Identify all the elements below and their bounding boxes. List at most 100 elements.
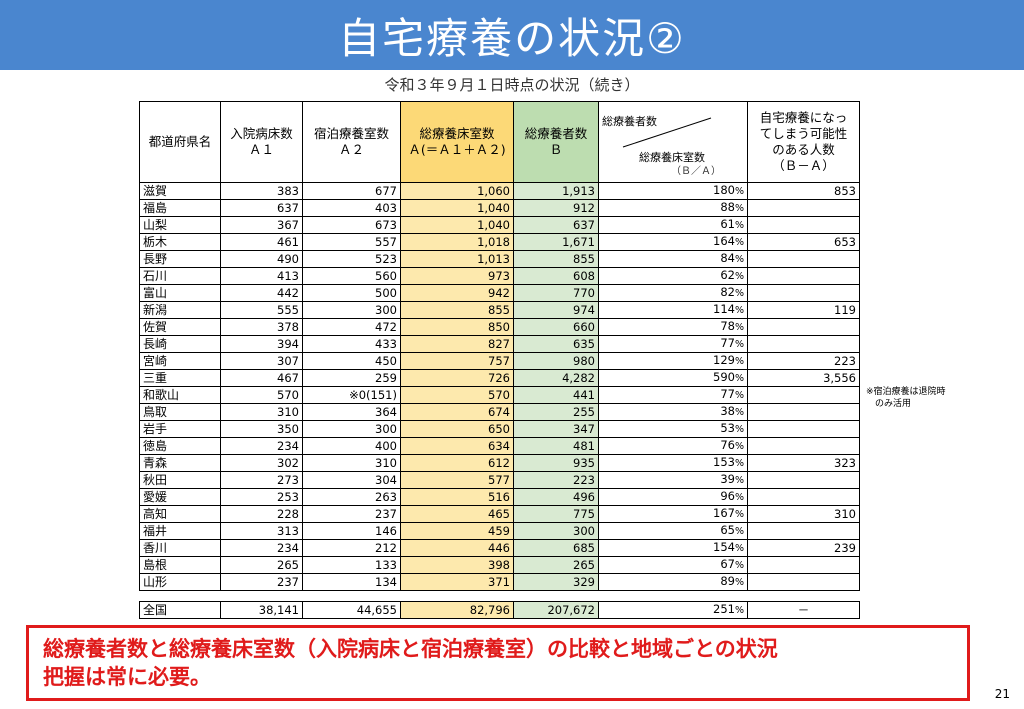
cell-prefecture: 富山 [139, 284, 221, 302]
cell-ratio: 164% [598, 233, 748, 251]
cell-b-value: 1,671 [562, 234, 595, 249]
cell-prefecture: 徳島 [139, 437, 221, 455]
cell-prefecture-value: 長崎 [143, 336, 168, 351]
cell-b: 496 [513, 488, 599, 506]
percent-sign: % [734, 543, 744, 554]
percent-sign: % [734, 458, 744, 469]
cell-a1: 378 [220, 318, 303, 336]
cell-b: 207,672 [513, 601, 599, 619]
cell-prefecture: 新潟 [139, 301, 221, 319]
cell-a2: 673 [302, 216, 401, 234]
cell-a2-value: 237 [375, 506, 397, 521]
cell-a1: 383 [220, 182, 303, 200]
cell-a: 398 [400, 556, 514, 574]
cell-a2-value: 403 [375, 200, 397, 215]
cell-b: 1,913 [513, 182, 599, 200]
cell-a2-value: 146 [375, 523, 397, 538]
header-ratio-numerator: 総療養者数 [602, 115, 657, 128]
cell-home-care [747, 471, 860, 489]
cell-a1-value: 490 [277, 251, 299, 266]
percent-sign: % [734, 288, 744, 299]
cell-b-value: 855 [573, 251, 595, 266]
cell-a2: 400 [302, 437, 401, 455]
header-a: 総療養床室数 Ａ(＝Ａ１＋Ａ２) [400, 101, 514, 183]
cell-home-care [747, 199, 860, 217]
cell-ratio: 251% [598, 601, 748, 619]
cell-home-care: 119 [747, 301, 860, 319]
cell-b: 223 [513, 471, 599, 489]
cell-a2: 304 [302, 471, 401, 489]
diagonal-divider [622, 117, 712, 148]
cell-a-value: 459 [488, 523, 510, 538]
cell-b: 980 [513, 352, 599, 370]
cell-a2-value: 263 [375, 489, 397, 504]
cell-a2-value: 677 [375, 183, 397, 198]
header-prefecture: 都道府県名 [139, 101, 221, 183]
cell-a2: 364 [302, 403, 401, 421]
table-row: 島根 265 133 398 265 67% [139, 556, 860, 574]
percent-sign: % [734, 237, 744, 248]
cell-b-value: 441 [573, 387, 595, 402]
cell-a-value: 942 [488, 285, 510, 300]
cell-a2: 500 [302, 284, 401, 302]
table-spacer-row [139, 590, 860, 602]
cell-a2: 450 [302, 352, 401, 370]
cell-home-care [747, 573, 860, 591]
cell-b: 685 [513, 539, 599, 557]
cell-prefecture: 愛媛 [139, 488, 221, 506]
percent-sign: % [734, 271, 744, 282]
cell-b: 974 [513, 301, 599, 319]
cell-prefecture: 三重 [139, 369, 221, 387]
cell-ratio: 180% [598, 182, 748, 200]
cell-b-value: 912 [573, 200, 595, 215]
cell-a-value: 612 [488, 455, 510, 470]
cell-ratio: 78% [598, 318, 748, 336]
cell-b: 347 [513, 420, 599, 438]
cell-a1: 367 [220, 216, 303, 234]
cell-ratio-value: 154 [713, 540, 735, 555]
table-body: 滋賀 383 677 1,060 1,913 180% 853 福島 637 403 1,040 91… [139, 182, 860, 619]
cell-home-care [747, 250, 860, 268]
percent-sign: % [734, 577, 744, 588]
cell-home-care-value: 3,556 [823, 370, 856, 385]
cell-b-value: 4,282 [562, 370, 595, 385]
cell-a1-value: 228 [277, 506, 299, 521]
cell-b-value: 300 [573, 523, 595, 538]
cell-prefecture-value: 香川 [143, 540, 168, 555]
cell-a2-value: 472 [375, 319, 397, 334]
cell-a1-value: 302 [277, 455, 299, 470]
cell-prefecture-value: 三重 [143, 370, 168, 385]
cell-a1: 461 [220, 233, 303, 251]
cell-home-care-value: 310 [834, 506, 856, 521]
cell-a: 1,040 [400, 199, 514, 217]
cell-home-care [747, 284, 860, 302]
cell-home-care [747, 335, 860, 353]
cell-a2: 237 [302, 505, 401, 523]
cell-a: 1,060 [400, 182, 514, 200]
cell-a1-value: 570 [277, 387, 299, 402]
cell-a1-value: 378 [277, 319, 299, 334]
cell-a1-value: 442 [277, 285, 299, 300]
cell-a-value: 855 [488, 302, 510, 317]
cell-b-value: 980 [573, 353, 595, 368]
cell-a-value: 726 [488, 370, 510, 385]
cell-a1-value: 555 [277, 302, 299, 317]
cell-a-value: 570 [488, 387, 510, 402]
cell-a2-value: 560 [375, 268, 397, 283]
cell-b: 1,671 [513, 233, 599, 251]
cell-b-value: 685 [573, 540, 595, 555]
table-row: 長野 490 523 1,013 855 84% [139, 250, 860, 268]
cell-a2: 300 [302, 301, 401, 319]
cell-b-value: 660 [573, 319, 595, 334]
cell-a1-value: 273 [277, 472, 299, 487]
cell-ratio-value: 39 [720, 472, 735, 487]
cell-a2-value: 44,655 [356, 602, 397, 617]
cell-home-care: 653 [747, 233, 860, 251]
cell-a2-value: 300 [375, 421, 397, 436]
cell-home-care [747, 522, 860, 540]
percent-sign: % [734, 424, 744, 435]
cell-a2: 433 [302, 335, 401, 353]
cell-a2: 560 [302, 267, 401, 285]
cell-a2: 677 [302, 182, 401, 200]
footnote-line: のみ活用 [866, 399, 912, 409]
